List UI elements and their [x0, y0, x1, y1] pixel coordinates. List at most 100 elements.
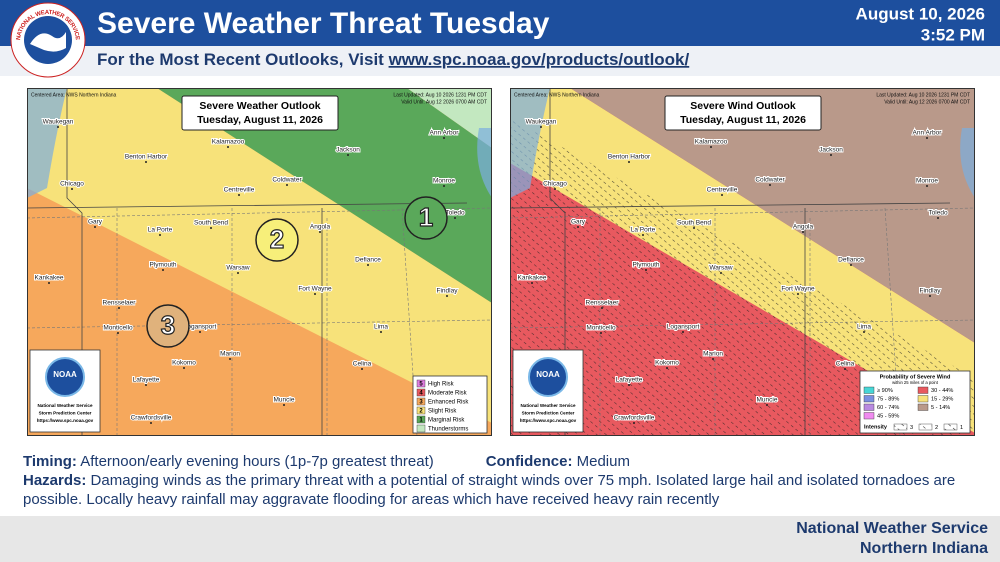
risk-circle: [146, 304, 190, 348]
noaa-name: NOAA: [53, 370, 77, 379]
subtitle: For the Most Recent Outlooks, Visit www.…: [97, 50, 690, 69]
city-label: Gary: [571, 219, 586, 226]
city-label: Chicago: [543, 181, 567, 188]
legend-label: 15 - 29%: [931, 396, 953, 402]
logo-line: Storm Prediction Center: [39, 411, 92, 416]
footer-office: National Weather Service: [796, 520, 988, 537]
legend-box: [859, 370, 971, 434]
city-dot: [628, 161, 630, 163]
city-label: Monticello: [103, 325, 133, 332]
city-dot: [850, 264, 852, 266]
city-label: La Porte: [148, 227, 173, 234]
city-dot: [162, 269, 164, 271]
marginal-area: [157, 88, 492, 303]
city-label: Jackson: [336, 147, 360, 154]
legend-swatch: [416, 397, 426, 406]
title: Severe Weather Threat Tuesday: [97, 7, 550, 40]
thunder-area: [407, 88, 492, 148]
city-dot: [693, 227, 695, 229]
legend-label: High Risk: [428, 382, 455, 388]
city-label: Kalamazoo: [212, 139, 245, 146]
intensity-level: 2: [935, 425, 938, 431]
valid-until: Valid Until: Aug 12 2026 0700 AM CDT: [401, 99, 487, 105]
footer-band: [0, 516, 1000, 562]
centered-area: Centered Area: NWS Northern Indiana: [514, 92, 600, 98]
risk-number: 2: [270, 224, 284, 254]
logo-cloud: [30, 32, 66, 52]
legend-swatch: [863, 412, 875, 420]
city-dot: [633, 422, 635, 424]
city-label: Crawfordsville: [131, 415, 172, 422]
city-dot: [283, 404, 285, 406]
state-line: [66, 88, 83, 436]
city-dot: [314, 293, 316, 295]
map: Waukegan Benton Harbor Kalamazoo Jackson Ann…: [27, 88, 492, 436]
city-label: Marion: [220, 351, 240, 358]
hatch-area: [510, 118, 975, 436]
logo-line: https://www.spc.noaa.gov: [520, 418, 577, 423]
city-label: Angola: [793, 224, 814, 231]
city-dot: [720, 272, 722, 274]
noaa-name: NOAA: [536, 370, 560, 379]
timing: Afternoon/early evening hours (1p-7p gre…: [80, 453, 434, 470]
city-label: Findlay: [437, 288, 459, 295]
timing-label: Timing:: [23, 453, 77, 470]
city-label: Fort Wayne: [298, 286, 332, 293]
city-dot: [710, 146, 712, 148]
hazards-row: Hazards: Damaging winds as the primary t…: [23, 471, 988, 509]
hazards-label: Hazards:: [23, 472, 87, 489]
city-dot: [766, 404, 768, 406]
legend-swatch: [917, 386, 929, 394]
city-dot: [150, 422, 152, 424]
legend-label: Moderate Risk: [428, 391, 468, 397]
city-label: Rensselaer: [103, 300, 137, 307]
city-label: Plymouth: [149, 262, 176, 269]
url[interactable]: www.spc.noaa.gov/products/outlook/: [388, 50, 690, 69]
city-label: Kankakee: [518, 275, 547, 282]
city-label: Plymouth: [632, 262, 659, 269]
legend-subtitle: within 25 miles of a point: [892, 380, 939, 385]
centered-area: Centered Area: NWS Northern Indiana: [31, 92, 117, 98]
legend-key: 3: [419, 400, 423, 406]
city-label: Waukegan: [43, 119, 74, 126]
legend-swatch: [917, 395, 929, 403]
city-label: Benton Harbor: [125, 154, 168, 161]
map-border: [510, 88, 975, 436]
city-label: Benton Harbor: [608, 154, 651, 161]
map-title: Severe Weather Outlook: [199, 100, 320, 112]
city-dot: [797, 293, 799, 295]
city-dot: [118, 307, 120, 309]
intensity-swatch: [918, 423, 933, 431]
city-label: Centreville: [224, 187, 255, 194]
logo-line: Storm Prediction Center: [522, 411, 575, 416]
city-dot: [446, 295, 448, 297]
valid-until: Valid Until: Aug 12 2026 0700 AM CDT: [884, 99, 970, 105]
city-label: Warsaw: [709, 265, 733, 272]
last-updated: Last Updated: Aug 10 2026 1231 PM CDT: [876, 92, 970, 98]
details: Timing: Afternoon/early evening hours (1…: [23, 452, 988, 509]
map-date: Tuesday, August 11, 2026: [197, 114, 323, 126]
city-label: Chicago: [60, 181, 84, 188]
intensity-swatch: [893, 423, 908, 431]
map-border: [27, 88, 492, 436]
city-dot: [380, 331, 382, 333]
lake: [510, 88, 550, 198]
legend-swatch: [863, 403, 875, 411]
wind-5-area: [570, 88, 975, 343]
city-dot: [159, 234, 161, 236]
legend-swatch: [416, 415, 426, 424]
city-label: Defiance: [355, 257, 381, 264]
intensity-swatch: [943, 423, 958, 431]
city-label: Logansport: [184, 324, 217, 331]
slight-area: [27, 88, 492, 423]
state-line: [510, 202, 951, 209]
city-dot: [145, 384, 147, 386]
city-dot: [769, 184, 771, 186]
city-dot: [600, 332, 602, 334]
legend-label: Enhanced Risk: [428, 400, 469, 406]
legend-swatch: [416, 388, 426, 397]
city-dot: [712, 358, 714, 360]
city-dot: [443, 137, 445, 139]
city-dot: [367, 264, 369, 266]
legend-swatch: [416, 406, 426, 415]
